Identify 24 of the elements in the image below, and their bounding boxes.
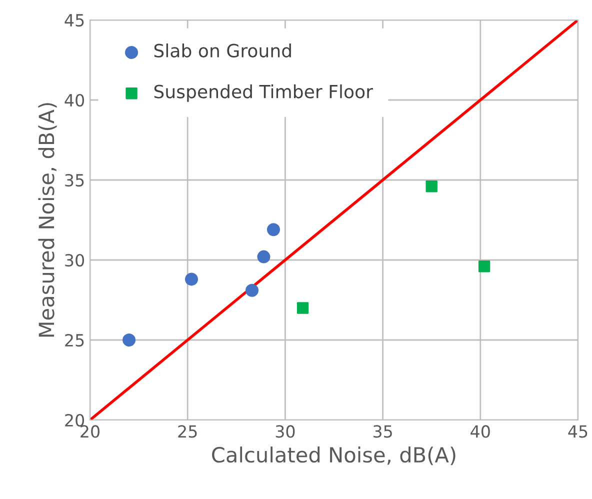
point <box>426 180 438 192</box>
y-tick-label: 30 <box>65 254 84 267</box>
y-tick-label: 40 <box>64 94 84 107</box>
point <box>257 250 270 264</box>
x-tick-label: 45 <box>568 425 588 438</box>
point <box>122 333 136 347</box>
x-tick-label: 30 <box>276 425 295 438</box>
y-tick-label: 35 <box>65 174 84 187</box>
legend-label: Suspended Timber Floor <box>154 84 374 102</box>
legend-label: Slab on Ground <box>154 43 291 58</box>
y-axis-title: Measured Noise, dB(A) <box>38 103 57 337</box>
point <box>296 302 309 314</box>
point <box>266 223 280 236</box>
point <box>246 284 259 297</box>
x-tick-label: 40 <box>470 425 490 438</box>
x-tick-label: 25 <box>178 425 197 438</box>
x-tick-label: 35 <box>373 425 392 438</box>
y-tick-label: 20 <box>65 414 84 427</box>
point <box>185 272 198 286</box>
x-axis-title: Calculated Noise, dB(A) <box>212 446 456 466</box>
y-tick-label: 45 <box>64 14 84 27</box>
x-tick-label: 20 <box>80 425 100 438</box>
point <box>478 260 490 272</box>
y-tick-label: 25 <box>65 334 84 347</box>
